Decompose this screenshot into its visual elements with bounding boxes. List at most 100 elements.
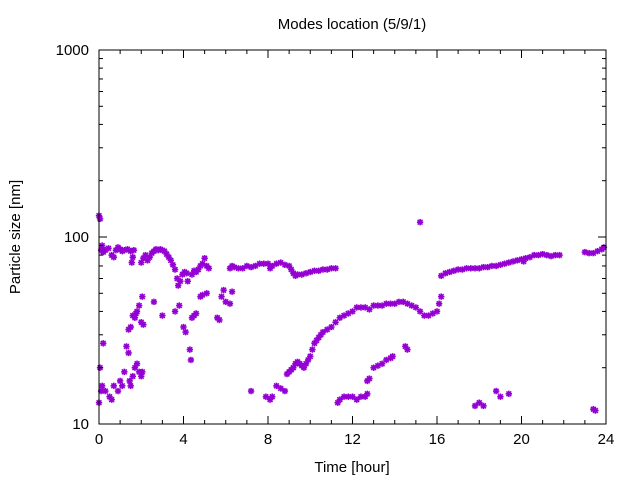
data-point [192,310,200,317]
data-point [218,293,225,300]
x-tick-label: 12 [344,431,361,448]
data-point [389,353,396,360]
data-point [433,308,441,315]
x-tick-label: 8 [264,431,272,448]
plot-area [95,212,608,414]
data-point [203,290,210,297]
data-point [269,393,276,400]
data-point [96,215,104,223]
data-point [378,302,386,309]
data-point [364,390,371,398]
data-point [127,382,134,390]
data-point [129,253,136,261]
data-point [130,246,138,254]
data-point [592,407,599,414]
data-point [182,328,189,336]
data-point [309,346,316,353]
data-point [435,300,443,307]
data-point [404,346,411,353]
data-point [262,393,270,400]
data-point [123,343,130,350]
data-point [116,377,124,385]
data-point [133,360,141,367]
data-point [383,356,390,364]
data-point [187,356,195,364]
data-point [349,308,356,315]
data-point [98,382,106,390]
data-point [416,218,424,226]
data-point [332,319,339,326]
plot-frame [98,49,607,425]
data-point [150,298,158,306]
x-axis-label: Time [hour] [314,459,389,476]
data-point [135,302,143,309]
data-point [349,393,356,400]
data-point [216,316,223,324]
data-point [119,382,126,390]
data-point [129,373,136,380]
data-point [110,253,117,261]
data-point [281,387,289,395]
data-point [205,265,213,272]
data-point [336,396,344,403]
y-tick-label: 10 [72,416,89,433]
data-point [159,312,166,319]
data-point [127,323,134,331]
data-point [226,300,234,307]
data-point [139,293,146,300]
data-point [110,382,117,390]
data-point [328,323,335,331]
chart-title: Modes location (5/9/1) [278,16,426,33]
data-point [139,368,146,376]
data-point [378,360,386,367]
data-point [105,245,112,252]
data-point [480,402,487,410]
data-point [114,387,122,395]
data-point [171,266,179,273]
data-point [201,255,208,262]
data-point [505,390,513,398]
data-point [366,375,373,382]
data-point [228,288,236,295]
data-point [186,346,194,353]
x-tick-label: 24 [598,431,615,448]
data-point [323,266,331,273]
data-point [121,368,128,376]
data-point [438,272,445,280]
data-point [180,323,187,331]
data-point [412,304,420,311]
data-point [307,353,314,360]
data-point [416,308,424,315]
data-point [102,387,109,395]
data-point [140,321,147,328]
data-point [177,278,184,285]
data-point [492,387,500,395]
data-point [108,396,115,403]
x-tick-label: 20 [513,431,530,448]
data-point [497,393,504,400]
y-axis: 10 100 1000 [56,42,606,433]
data-point [184,278,191,285]
data-point [128,259,135,266]
data-point [125,349,132,357]
data-point [183,270,190,277]
data-point [133,308,141,315]
data-point [332,265,339,272]
y-tick-label: 1000 [56,42,89,59]
data-point [171,308,179,315]
x-tick-label: 4 [179,431,187,448]
data-point [100,340,107,347]
data-point [247,387,255,395]
data-point [220,286,227,294]
data-point [366,306,373,313]
x-tick-label: 16 [429,431,446,448]
x-axis: 0 4 8 12 16 20 24 [95,50,615,448]
data-point [353,396,360,403]
y-axis-label: Particle size [nm] [7,180,24,294]
data-point [126,377,133,385]
data-point [176,302,183,309]
y-tick-label: 100 [64,229,89,246]
x-tick-label: 0 [95,431,103,448]
data-point [556,251,563,259]
